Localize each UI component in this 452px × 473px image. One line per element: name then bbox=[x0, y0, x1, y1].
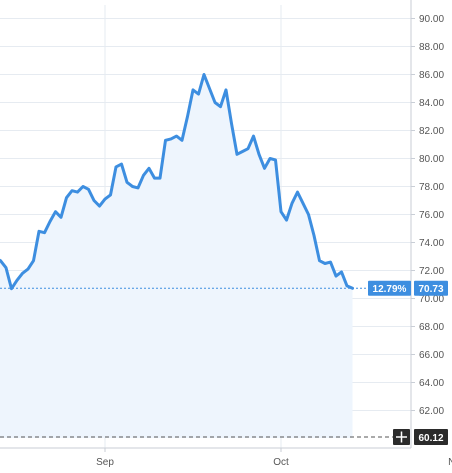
y-tick-label: 74.00 bbox=[419, 238, 444, 249]
y-tick-label: 68.00 bbox=[419, 322, 444, 333]
price-line bbox=[0, 73, 354, 291]
crosshair-value-badge: 60.12 bbox=[414, 429, 448, 445]
y-tick-label: 70.00 bbox=[419, 294, 444, 305]
y-tick-label: 78.00 bbox=[419, 182, 444, 193]
crosshair-add-button[interactable] bbox=[393, 429, 410, 445]
last-value-badge: 70.73 bbox=[414, 280, 448, 296]
y-tick-label: 64.00 bbox=[419, 378, 444, 389]
price-axis: 90.00 88.00 86.00 84.00 82.00 80.00 78.00 76.00… bbox=[411, 14, 444, 417]
x-tick-label: Nov bbox=[448, 457, 452, 468]
y-tick-label: 62.00 bbox=[419, 406, 444, 417]
plus-icon bbox=[396, 431, 407, 443]
change-percent-label: 12.79% bbox=[373, 284, 407, 295]
time-axis: SepOctNov21 bbox=[96, 448, 452, 468]
change-badge: 12.79% bbox=[368, 280, 411, 296]
y-tick-label: 88.00 bbox=[419, 42, 444, 53]
y-tick-label: 82.00 bbox=[419, 126, 444, 137]
x-tick-label: Sep bbox=[96, 457, 114, 468]
y-tick-label: 86.00 bbox=[419, 70, 444, 81]
y-tick-label: 90.00 bbox=[419, 14, 444, 25]
crosshair-value-label: 60.12 bbox=[418, 433, 443, 444]
x-tick-label: Oct bbox=[273, 457, 289, 468]
y-tick-label: 66.00 bbox=[419, 350, 444, 361]
y-tick-label: 76.00 bbox=[419, 210, 444, 221]
last-value-label: 70.73 bbox=[418, 284, 443, 295]
y-tick-label: 80.00 bbox=[419, 154, 444, 165]
y-tick-label: 72.00 bbox=[419, 266, 444, 277]
y-tick-label: 84.00 bbox=[419, 98, 444, 109]
price-area-fill bbox=[0, 74, 353, 438]
